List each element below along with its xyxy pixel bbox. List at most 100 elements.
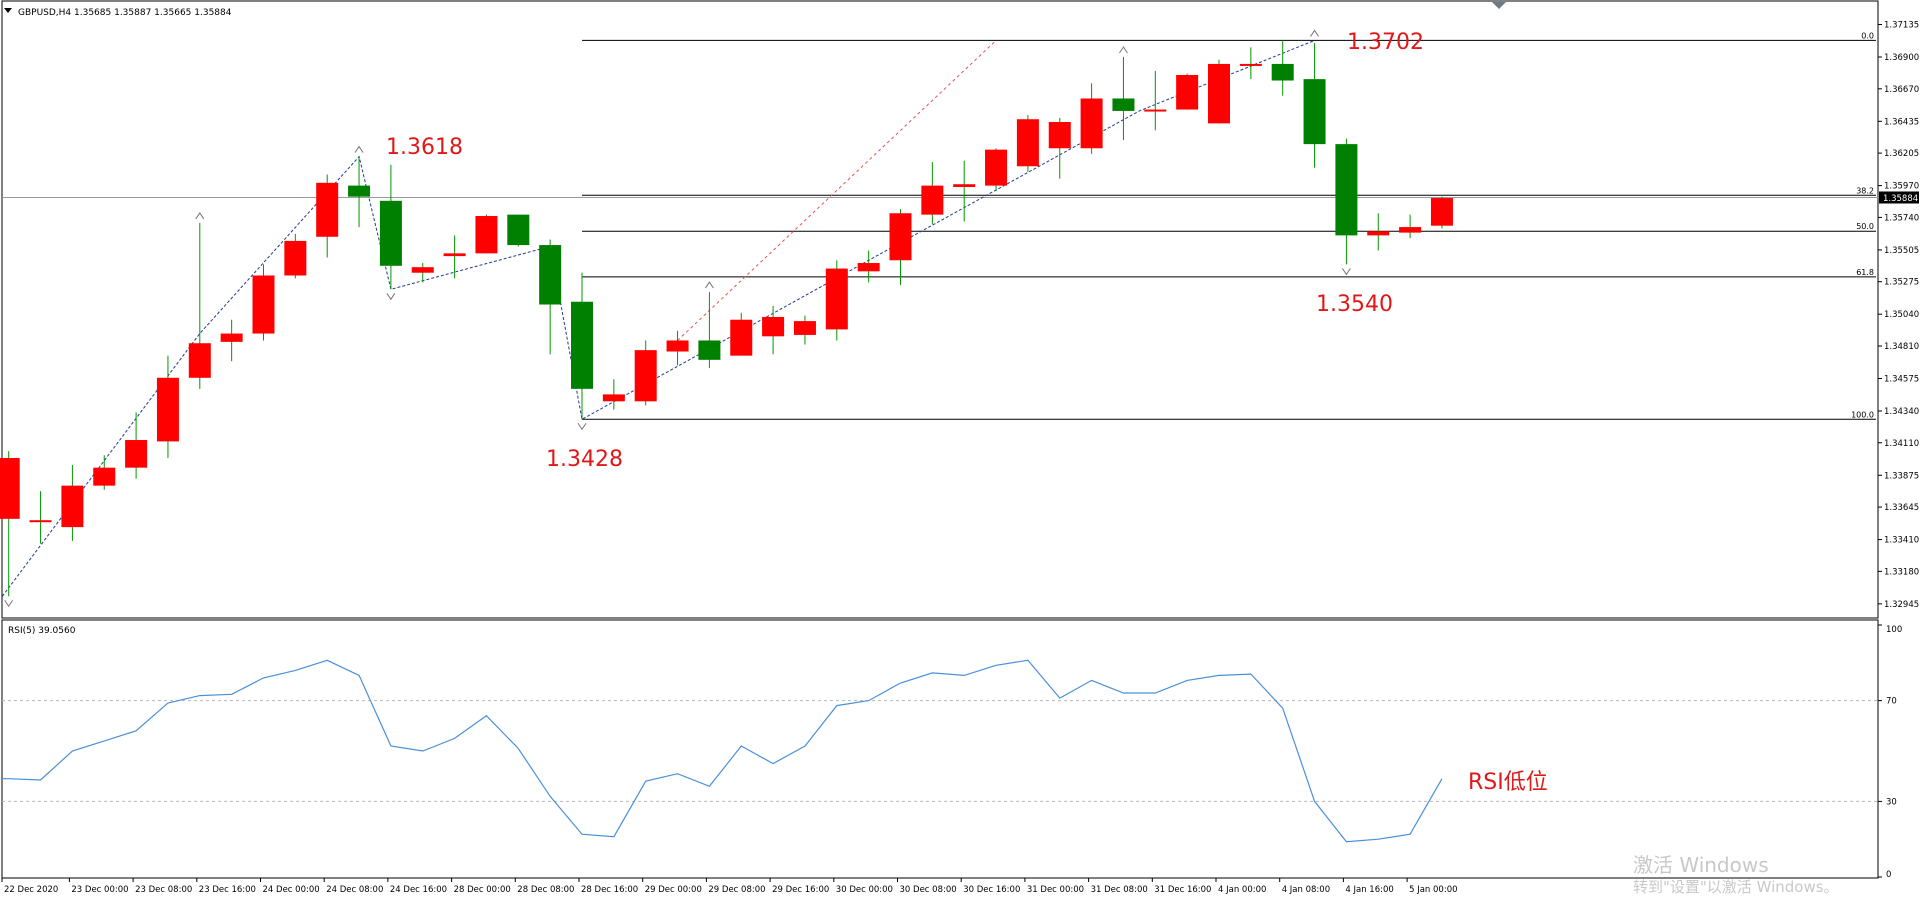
time-tick-label: 30 Dec 16:00 (963, 885, 1020, 895)
fib-level-label: 0.0 (1861, 31, 1874, 40)
zigzag-layer (1, 39, 1315, 597)
price-tick-label: 1.36670 (1884, 85, 1919, 95)
fib-level-label: 38.2 (1856, 186, 1874, 195)
candles-layer (0, 40, 1453, 597)
annotations-layer: 1.3618 1.3428 1.3702 1.3540 (386, 30, 1424, 472)
time-tick-label: 31 Dec 16:00 (1154, 885, 1211, 895)
time-tick-label: 22 Dec 2020 (4, 885, 58, 895)
main-panel-border (1, 0, 1879, 619)
time-tick-label: 4 Jan 16:00 (1345, 885, 1393, 895)
candle-body (571, 301, 593, 389)
time-tick-label: 24 Dec 16:00 (390, 885, 447, 895)
price-tick-label: 1.35970 (1884, 182, 1919, 192)
price-annotation: 1.3702 (1347, 30, 1424, 55)
candle-body (411, 267, 434, 273)
time-tick-label: 31 Dec 00:00 (1027, 885, 1084, 895)
candle (1399, 214, 1422, 239)
price-annotation: 1.3428 (546, 447, 623, 472)
candle-body (1367, 231, 1390, 236)
rsi-tick-label: 0 (1886, 870, 1891, 880)
time-tick-label: 29 Dec 16:00 (772, 885, 829, 895)
chart-title: GBPUSD,H4 1.35685 1.35887 1.35665 1.3588… (18, 8, 232, 18)
candle (188, 222, 211, 389)
candle-body (1048, 121, 1071, 149)
candle-body (29, 520, 52, 523)
price-tick-label: 1.36205 (1884, 149, 1919, 159)
price-tick-label: 1.34575 (1884, 374, 1919, 384)
candle (698, 292, 721, 369)
candle (985, 148, 1008, 192)
candle-body (730, 319, 753, 356)
candle-body (1144, 109, 1167, 112)
candle (539, 239, 562, 355)
time-tick-label: 23 Dec 16:00 (199, 885, 256, 895)
candle-body (1016, 119, 1039, 167)
price-tick-label: 1.33645 (1884, 503, 1919, 513)
candle-body (1112, 98, 1135, 111)
candle-body (188, 343, 211, 378)
rsi-tick-label: 30 (1886, 797, 1897, 807)
fractal-up-arrow (704, 281, 714, 289)
candle (1430, 196, 1453, 229)
candle-body (1208, 63, 1230, 124)
chart-shift-marker (1492, 2, 1506, 9)
candle (220, 319, 243, 362)
candle (507, 214, 530, 247)
time-tick-label: 29 Dec 00:00 (645, 885, 702, 895)
candle (475, 214, 498, 254)
candle (857, 250, 880, 283)
time-tick-label: 28 Dec 16:00 (581, 885, 638, 895)
time-tick-label: 24 Dec 08:00 (326, 885, 383, 895)
rsi-title: RSI(5) 39.0560 (8, 626, 76, 636)
candle-body (0, 457, 20, 519)
candle-body (316, 182, 339, 237)
candle (1112, 57, 1135, 140)
candle (125, 412, 148, 479)
candle-body (284, 240, 307, 276)
candle (793, 315, 816, 345)
price-tick-label: 1.33410 (1884, 536, 1919, 546)
fibonacci-layer: 0.0 38.2 50.0 61.8 100.0 (582, 31, 1876, 420)
candle (666, 330, 689, 366)
time-tick-label: 5 Jan 00:00 (1409, 885, 1457, 895)
price-annotation: 1.3618 (386, 135, 463, 160)
candle-body (857, 263, 880, 272)
price-tick-label: 1.36435 (1884, 117, 1919, 127)
price-tick-label: 1.34110 (1884, 439, 1919, 449)
candle-body (1271, 63, 1294, 81)
chart-frame (1, 0, 1879, 879)
windows-activation-title: 激活 Windows (1633, 853, 1769, 877)
price-tick-label: 1.34810 (1884, 342, 1919, 352)
price-annotation: 1.3540 (1316, 292, 1393, 317)
candle-body (348, 185, 371, 197)
price-tick-label: 1.37135 (1884, 21, 1919, 31)
rsi-tick-label: 70 (1886, 697, 1897, 707)
candle-body (985, 149, 1008, 186)
candle (730, 312, 753, 356)
time-tick-label: 23 Dec 00:00 (71, 885, 128, 895)
time-tick-label: 24 Dec 00:00 (263, 885, 320, 895)
rsi-layer: 100 70 30 0 (2, 624, 1902, 880)
candle-body (1239, 63, 1262, 66)
price-tick-label: 1.32945 (1884, 600, 1919, 610)
candle-body (921, 185, 944, 215)
candle (443, 235, 466, 279)
candle (921, 162, 944, 225)
candle (348, 156, 371, 228)
candle (889, 209, 912, 286)
time-tick-label: 30 Dec 08:00 (900, 885, 957, 895)
candle-body (793, 321, 816, 335)
time-tick-label: 28 Dec 00:00 (454, 885, 511, 895)
fractal-down-arrow (577, 422, 587, 431)
price-tick-label: 1.33180 (1884, 567, 1919, 577)
fib-level-label: 61.8 (1856, 268, 1874, 277)
price-axis: 1.37135 1.36900 1.36670 1.36435 1.36205 1.359… (1878, 21, 1919, 610)
chart-title-dropdown-icon[interactable] (4, 8, 12, 13)
candle-body (953, 184, 976, 187)
windows-activation-subtitle: 转到"设置"以激活 Windows。 (1633, 878, 1839, 896)
time-tick-label: 31 Dec 08:00 (1091, 885, 1148, 895)
price-tick-label: 1.35740 (1884, 213, 1919, 223)
candle (1176, 73, 1199, 110)
